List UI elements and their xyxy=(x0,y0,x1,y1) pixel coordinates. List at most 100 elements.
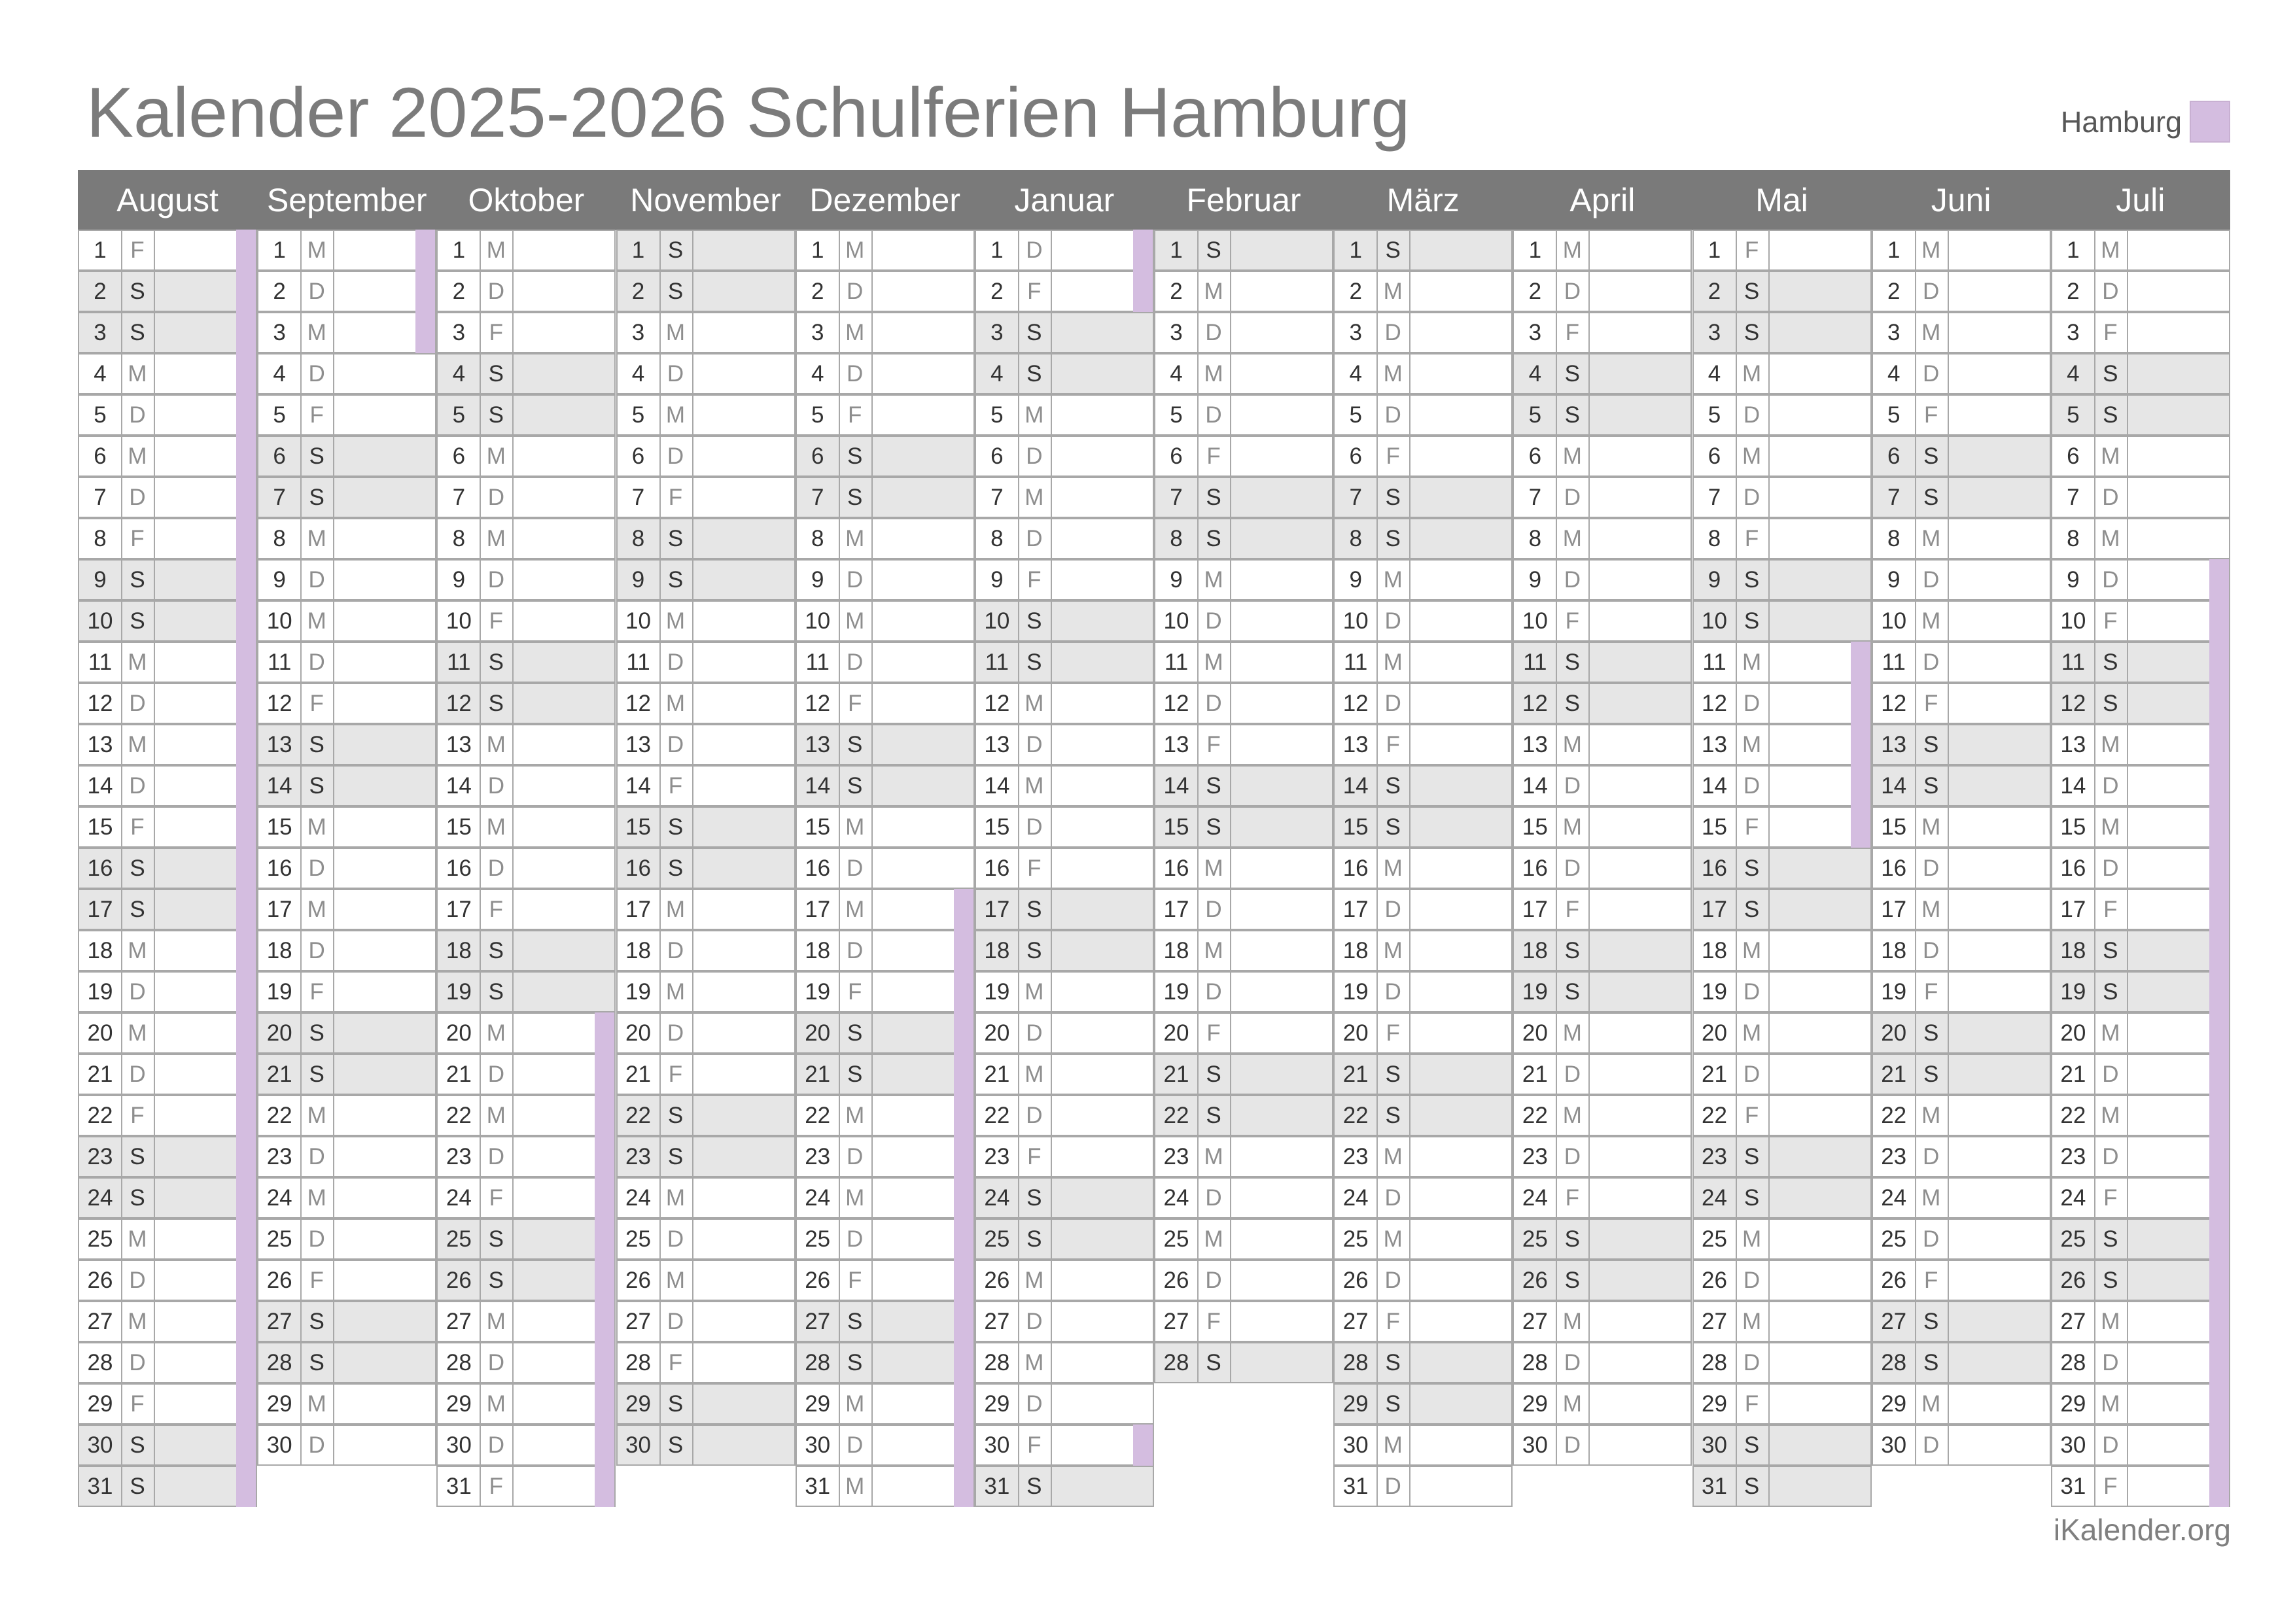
day-number: 6 xyxy=(811,443,824,469)
day-cell: 29 M xyxy=(436,1383,616,1425)
day-cell: 24 M xyxy=(795,1177,975,1218)
day-cell: 27 S xyxy=(1871,1301,2051,1342)
day-number: 7 xyxy=(273,485,286,510)
day-number: 15 xyxy=(1522,814,1548,840)
day-number: 28 xyxy=(446,1350,472,1375)
weekday-letter: S xyxy=(1743,279,1760,304)
weekday-letter: D xyxy=(129,691,146,716)
weekday-letter: D xyxy=(1384,979,1401,1005)
day-cell: 20 D xyxy=(974,1012,1154,1054)
weekday-letter: S xyxy=(1923,443,1939,469)
day-number: 13 xyxy=(1342,732,1369,757)
weekday-letter: F xyxy=(489,897,504,922)
day-cell: 25 M xyxy=(78,1218,257,1260)
day-number: 9 xyxy=(2067,567,2080,593)
weekday-letter: F xyxy=(2103,897,2118,922)
day-number: 23 xyxy=(1163,1144,1189,1169)
day-number: 13 xyxy=(1522,732,1548,757)
day-cell: 30 M xyxy=(1333,1425,1513,1466)
day-number: 21 xyxy=(625,1062,651,1087)
holiday-marker xyxy=(2209,1012,2229,1054)
day-number: 28 xyxy=(1881,1350,1907,1375)
day-cell: 14 S xyxy=(257,765,437,806)
weekday-letter: S xyxy=(309,1062,324,1087)
weekday-letter: M xyxy=(1921,237,1941,263)
day-number: 10 xyxy=(2060,608,2086,634)
weekday-letter: M xyxy=(845,237,865,263)
day-cell: 14 S xyxy=(1333,765,1513,806)
holiday-marker xyxy=(2209,889,2229,930)
weekday-letter: D xyxy=(1743,1062,1761,1087)
day-cell: 10 M xyxy=(616,600,796,642)
day-cell: 11 D xyxy=(257,642,437,683)
day-number: 21 xyxy=(87,1062,113,1087)
day-number: 22 xyxy=(2060,1103,2086,1128)
weekday-letter: M xyxy=(2101,237,2120,263)
weekday-letter: M xyxy=(1921,897,1941,922)
weekday-letter: D xyxy=(1026,814,1043,840)
weekday-letter: S xyxy=(1743,1432,1760,1458)
day-number: 3 xyxy=(631,320,645,345)
day-cell: 30 D xyxy=(795,1425,975,1466)
day-cell: 24 S xyxy=(974,1177,1154,1218)
day-cell: 26 S xyxy=(2050,1260,2230,1301)
day-cell: 16 D xyxy=(1871,848,2051,889)
weekday-letter: M xyxy=(486,1103,506,1128)
weekday-letter: D xyxy=(1743,979,1761,1005)
day-cell: 29 S xyxy=(1333,1383,1513,1425)
weekday-letter: S xyxy=(847,773,863,799)
day-number: 3 xyxy=(1708,320,1721,345)
holiday-marker xyxy=(2209,1301,2229,1342)
weekday-letter: D xyxy=(1205,402,1222,428)
day-cell: 21 D xyxy=(1692,1054,1872,1095)
day-cell: 30 D xyxy=(257,1425,437,1466)
weekday-letter: F xyxy=(489,1474,504,1499)
holiday-marker xyxy=(595,1466,615,1507)
holiday-marker xyxy=(1850,642,1870,683)
weekday-letter: D xyxy=(1564,1432,1581,1458)
weekday-letter: S xyxy=(1923,1020,1939,1046)
day-cell: 23 F xyxy=(974,1136,1154,1177)
weekday-letter: S xyxy=(309,1350,324,1375)
day-cell: 19 F xyxy=(1871,971,2051,1012)
day-number: 24 xyxy=(1702,1185,1727,1211)
day-number: 6 xyxy=(1528,443,1542,469)
weekday-letter: M xyxy=(1383,1226,1403,1252)
weekday-letter: M xyxy=(307,1103,326,1128)
day-number: 28 xyxy=(1163,1350,1189,1375)
weekday-letter: F xyxy=(668,1062,683,1087)
holiday-marker xyxy=(2209,848,2229,889)
day-cell: 23 D xyxy=(1513,1136,1692,1177)
weekday-letter: D xyxy=(487,855,504,881)
day-cell: 15 M xyxy=(795,806,975,848)
day-number: 14 xyxy=(1522,773,1548,799)
weekday-letter: S xyxy=(1026,897,1042,922)
holiday-marker xyxy=(953,889,973,930)
day-cell: 14 D xyxy=(2050,765,2230,806)
day-number: 26 xyxy=(2060,1268,2086,1293)
day-number: 25 xyxy=(2060,1226,2086,1252)
day-cell: 11 S xyxy=(1513,642,1692,683)
weekday-letter: F xyxy=(309,402,324,428)
day-number: 23 xyxy=(805,1144,831,1169)
weekday-letter: F xyxy=(847,402,862,428)
day-number: 1 xyxy=(94,237,107,263)
day-number: 18 xyxy=(984,938,1010,963)
weekday-letter: D xyxy=(1564,855,1581,881)
weekday-letter: S xyxy=(2103,402,2118,428)
holiday-marker xyxy=(953,1136,973,1177)
day-number: 2 xyxy=(631,279,645,304)
weekday-letter: D xyxy=(1205,1185,1222,1211)
weekday-letter: M xyxy=(845,320,865,345)
day-cell: 18 S xyxy=(436,930,616,971)
month-header-bar: August September Oktober November Dezember Ja… xyxy=(78,170,2230,230)
weekday-letter: M xyxy=(486,732,506,757)
weekday-letter: M xyxy=(486,1020,506,1046)
day-cell: 19 M xyxy=(616,971,796,1012)
day-number: 25 xyxy=(266,1226,292,1252)
